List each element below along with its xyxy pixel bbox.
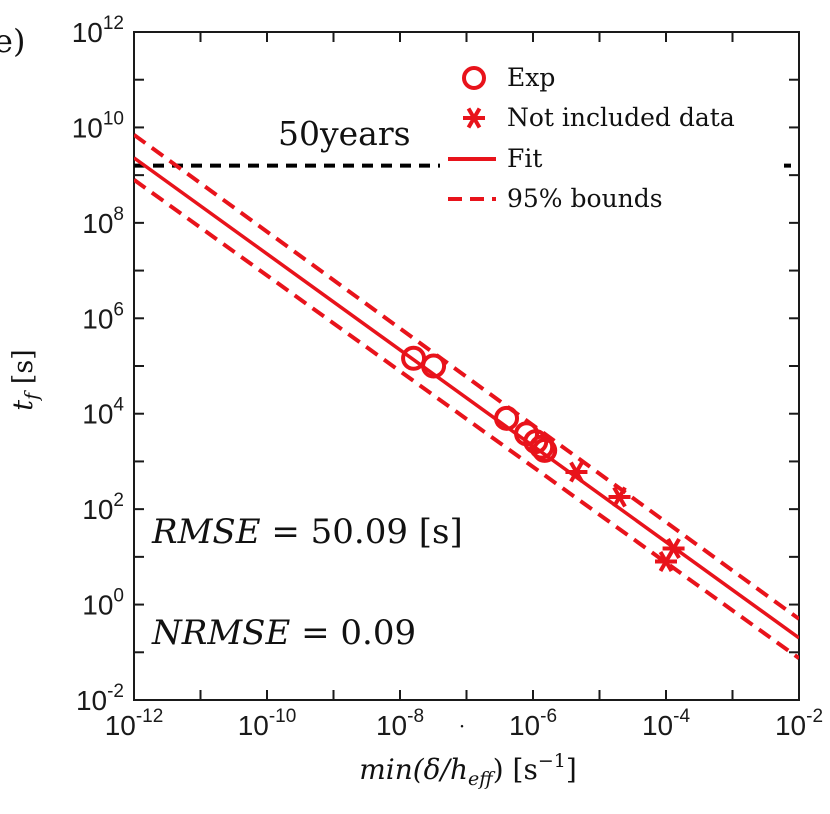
y-tick-label: 102 xyxy=(82,490,124,525)
lower-95-bound-line xyxy=(134,178,799,660)
legend: Exp Not included data Fit 95% bounds xyxy=(448,63,735,213)
x-tick-labels: 10-12 10-10 10-8 10-6 10-4 10-2 xyxy=(105,706,823,741)
exp-data-point xyxy=(494,405,520,431)
y-tick-labels: 10-2 100 102 104 106 108 1010 1012 xyxy=(72,13,125,716)
exp-data-point xyxy=(529,434,555,460)
x-tick-label: 10-12 xyxy=(105,706,164,741)
legend-not-included-symbol xyxy=(463,107,485,129)
not-included-data-point xyxy=(565,461,588,483)
y-tick-label: 106 xyxy=(82,299,124,334)
reference-line-label: 50years xyxy=(278,114,411,153)
legend-exp-label: Exp xyxy=(507,63,555,92)
x-tick-label: 10-10 xyxy=(238,706,297,741)
not-included-data-point xyxy=(608,486,631,508)
y-axis-label: tf [s] xyxy=(8,349,43,410)
legend-box xyxy=(440,52,784,222)
legend-fit-label: Fit xyxy=(507,144,542,173)
legend-bounds-label: 95% bounds xyxy=(507,184,663,213)
legend-not-included-label: Not included data xyxy=(507,103,735,132)
y-tick-label: 108 xyxy=(82,204,124,239)
x-tick-label: 10-4 xyxy=(642,706,690,741)
not-included-data-point xyxy=(662,537,685,559)
x-tick-label: 10-6 xyxy=(509,706,557,741)
exp-data-point xyxy=(532,437,558,463)
y-tick-label: 10-2 xyxy=(76,681,124,716)
y-tick-label: 1010 xyxy=(72,108,124,143)
x-tick-label: 10-8 xyxy=(376,706,424,741)
nrmse-annotation: NRMSE = 0.09 xyxy=(151,613,416,653)
upper-95-bound-line xyxy=(134,133,799,621)
y-tick-label: 1012 xyxy=(72,13,124,48)
x-axis-label-dot: ˙ xyxy=(457,723,468,748)
panel-label: e) xyxy=(0,22,25,60)
data-markers xyxy=(401,345,685,572)
exp-data-point xyxy=(421,353,447,379)
fit-line xyxy=(134,156,799,640)
rmse-annotation: RMSE = 50.09 [s] xyxy=(151,512,463,552)
legend-exp-symbol xyxy=(462,66,486,90)
x-axis-label: min(δ/heff) [s−1] xyxy=(359,750,577,790)
y-tick-label: 100 xyxy=(82,586,124,621)
tick-marks xyxy=(133,31,800,701)
y-tick-label: 104 xyxy=(82,395,124,430)
x-tick-label: 10-2 xyxy=(775,706,823,741)
